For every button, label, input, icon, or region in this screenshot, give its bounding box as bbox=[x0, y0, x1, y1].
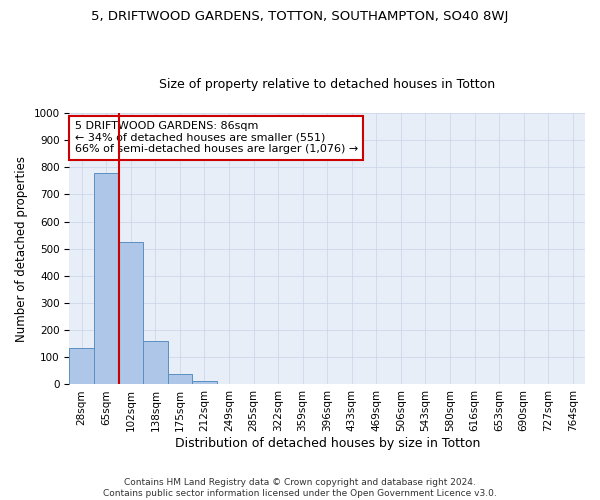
Bar bbox=[119, 242, 143, 384]
Bar bbox=[167, 374, 192, 384]
Bar bbox=[94, 174, 119, 384]
Bar bbox=[70, 348, 94, 384]
Bar bbox=[143, 341, 167, 384]
X-axis label: Distribution of detached houses by size in Totton: Distribution of detached houses by size … bbox=[175, 437, 480, 450]
Bar bbox=[192, 380, 217, 384]
Title: Size of property relative to detached houses in Totton: Size of property relative to detached ho… bbox=[159, 78, 495, 91]
Text: 5 DRIFTWOOD GARDENS: 86sqm
← 34% of detached houses are smaller (551)
66% of sem: 5 DRIFTWOOD GARDENS: 86sqm ← 34% of deta… bbox=[74, 121, 358, 154]
Text: Contains HM Land Registry data © Crown copyright and database right 2024.
Contai: Contains HM Land Registry data © Crown c… bbox=[103, 478, 497, 498]
Y-axis label: Number of detached properties: Number of detached properties bbox=[15, 156, 28, 342]
Text: 5, DRIFTWOOD GARDENS, TOTTON, SOUTHAMPTON, SO40 8WJ: 5, DRIFTWOOD GARDENS, TOTTON, SOUTHAMPTO… bbox=[91, 10, 509, 23]
